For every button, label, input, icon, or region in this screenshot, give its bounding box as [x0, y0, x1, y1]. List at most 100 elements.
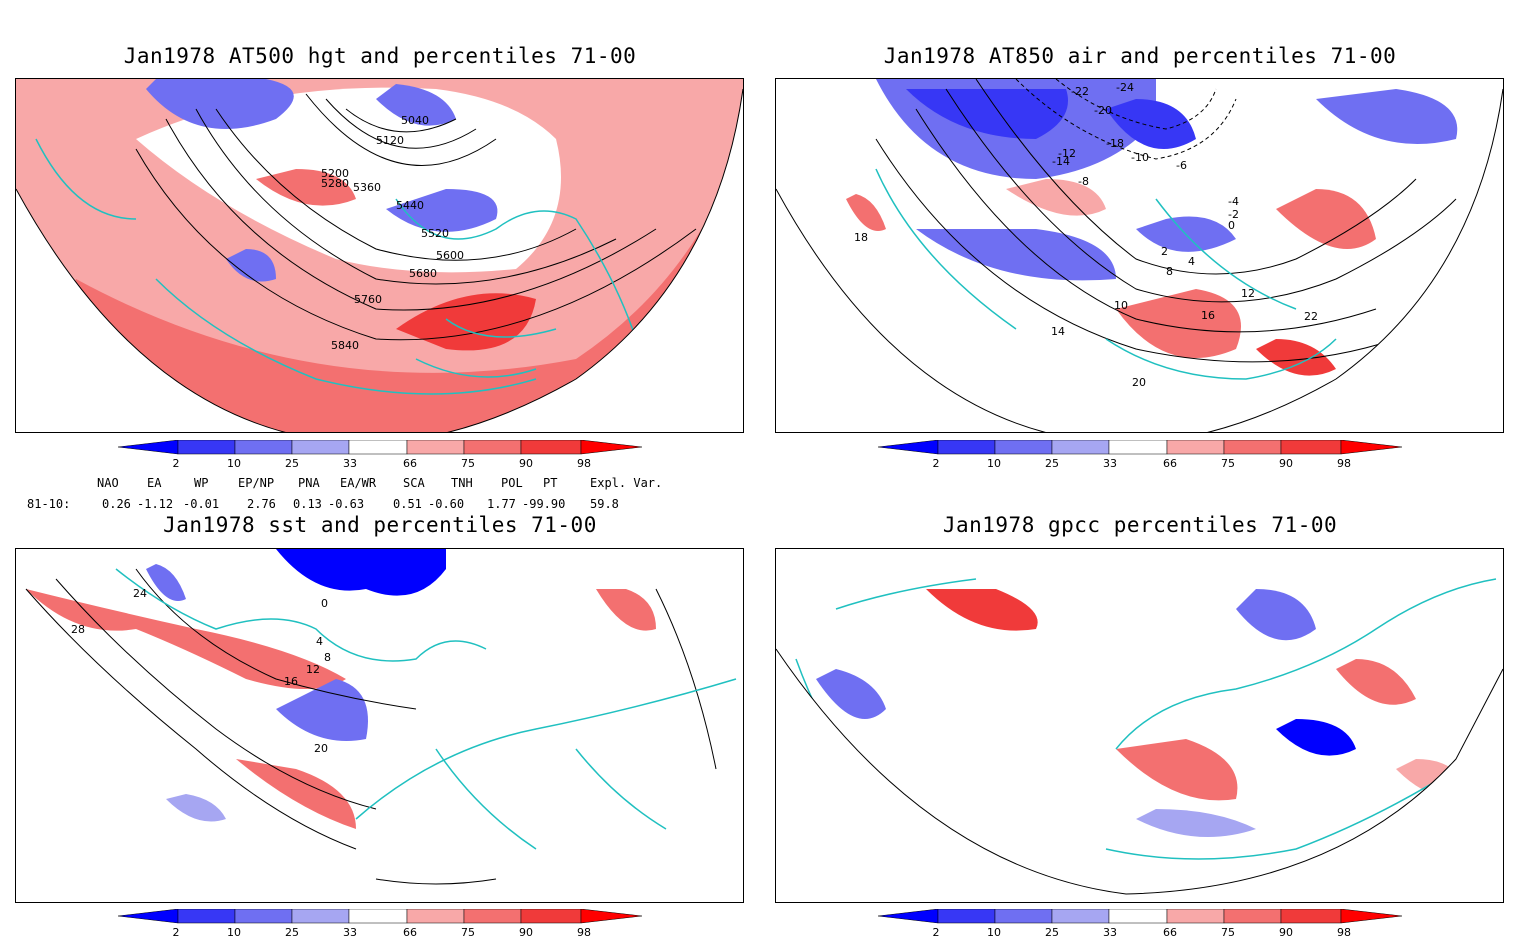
colorbar-label: 66 [403, 926, 417, 939]
index-header: PNA [298, 476, 320, 490]
contour-label: 18 [854, 231, 868, 244]
colorbar-label: 90 [1279, 926, 1293, 939]
map-gpcc [776, 549, 1503, 895]
index-value: 0.26 [102, 497, 131, 511]
contour-label: -22 [1071, 85, 1089, 98]
colorbar-label: 33 [1103, 457, 1117, 470]
colorbar-label: 2 [173, 926, 180, 939]
map-panel-gpcc [775, 548, 1504, 903]
contour-label: -10 [1131, 151, 1149, 164]
colorbar-label: 75 [1221, 457, 1235, 470]
colorbar-label: 2 [933, 457, 940, 470]
colorbar-label: 90 [519, 926, 533, 939]
colorbar-air850: 2 10 25 33 66 75 90 98 [878, 440, 1418, 480]
panel-title-gpcc: Jan1978 gpcc percentiles 71-00 [942, 513, 1338, 537]
contour-label: 4 [1188, 255, 1195, 268]
map-hgt500: 5040 5120 5200 5280 5360 5440 5520 5600 … [16, 79, 743, 432]
colorbar-label: 98 [1337, 457, 1351, 470]
colorbar-label: 75 [461, 457, 475, 470]
contour-label: 5040 [401, 114, 429, 127]
index-value: 59.8 [590, 497, 619, 511]
index-header: PT [543, 476, 558, 490]
index-value: 2.76 [247, 497, 276, 511]
colorbar-label: 66 [403, 457, 417, 470]
colorbar-label: 90 [1279, 457, 1293, 470]
contour-label: -12 [1058, 147, 1076, 160]
colorbar-label: 10 [987, 926, 1001, 939]
map-air850: -24 -22 -20 -18 -14 -12 -10 -8 -6 -4 -2 … [776, 79, 1503, 432]
contour-labels-air850: -24 -22 -20 -18 -14 -12 -10 -8 -6 -4 -2 … [854, 81, 1318, 389]
index-value: -0.60 [428, 497, 465, 511]
map-panel-hgt500: 5040 5120 5200 5280 5360 5440 5520 5600 … [15, 78, 744, 433]
colorbar-label: 98 [577, 926, 591, 939]
colorbar-label: 10 [227, 926, 241, 939]
index-value: -0.63 [328, 497, 365, 511]
contour-label: 5760 [354, 293, 382, 306]
contour-label: -24 [1116, 81, 1134, 94]
contour-label: 5360 [353, 181, 381, 194]
contour-label: 5840 [331, 339, 359, 352]
contour-label: -14 [1052, 155, 1070, 168]
contour-label: 16 [1201, 309, 1215, 322]
contour-label: -4 [1228, 195, 1239, 208]
index-header: EA/WR [340, 476, 377, 490]
colorbar-label: 33 [1103, 926, 1117, 939]
contour-label: -18 [1106, 137, 1124, 150]
contour-label: -20 [1094, 104, 1112, 117]
index-value: 1.77 [487, 497, 516, 511]
contour-label: 0 [1228, 219, 1235, 232]
contour-label: 2 [1161, 245, 1168, 258]
colorbar-label: 75 [461, 926, 475, 939]
map-sst: 28 24 20 16 12 8 4 0 [16, 549, 743, 902]
colorbar-label: 25 [285, 926, 299, 939]
colorbar-gpcc: 2 10 25 33 66 75 90 98 [878, 909, 1418, 940]
colorbar-label: 2 [173, 457, 180, 470]
index-header: NAO [97, 476, 119, 490]
contour-label: 16 [284, 675, 298, 688]
index-value: -0.01 [183, 497, 220, 511]
contour-labels-sst: 28 24 20 16 12 8 4 0 [71, 587, 331, 755]
colorbar-label: 25 [1045, 457, 1059, 470]
colorbar-label: 90 [519, 457, 533, 470]
contour-label: -2 [1228, 208, 1239, 221]
contour-label: 0 [321, 597, 328, 610]
contour-label: 28 [71, 623, 85, 636]
contour-label: 12 [306, 663, 320, 676]
contour-label: 5520 [421, 227, 449, 240]
contour-label: 5200 [321, 167, 349, 180]
contour-label: -6 [1176, 159, 1187, 172]
index-header: POL [501, 476, 523, 490]
panel-title-air850: Jan1978 AT850 air and percentiles 71-00 [883, 44, 1397, 68]
contour-label: 22 [1304, 310, 1318, 323]
colorbar-label: 10 [227, 457, 241, 470]
index-value: -99.90 [522, 497, 566, 511]
contour-label: 10 [1114, 299, 1128, 312]
colorbar-label: 10 [987, 457, 1001, 470]
map-panel-sst: 28 24 20 16 12 8 4 0 [15, 548, 744, 903]
index-value: 0.51 [393, 497, 422, 511]
colorbar-label: 33 [343, 926, 357, 939]
colorbar-label: 66 [1163, 457, 1177, 470]
contour-label: 5280 [321, 177, 349, 190]
contour-label: 5120 [376, 134, 404, 147]
contour-label: 20 [314, 742, 328, 755]
contour-label: 4 [316, 635, 323, 648]
colorbar-label: 2 [933, 926, 940, 939]
contour-labels-hgt500: 5040 5120 5200 5280 5360 5440 5520 5600 … [321, 114, 464, 352]
index-value: -1.12 [137, 497, 174, 511]
index-header: Expl. Var. [590, 476, 663, 490]
contour-label: 12 [1241, 287, 1255, 300]
contour-label: 14 [1051, 325, 1065, 338]
index-header: TNH [451, 476, 473, 490]
colorbar-label: 98 [577, 457, 591, 470]
map-panel-air850: -24 -22 -20 -18 -14 -12 -10 -8 -6 -4 -2 … [775, 78, 1504, 433]
colorbar-label: 25 [285, 457, 299, 470]
index-header: EA [147, 476, 162, 490]
panel-title-sst: Jan1978 sst and percentiles 71-00 [163, 513, 597, 537]
colorbar-label: 33 [343, 457, 357, 470]
index-value: 0.13 [293, 497, 322, 511]
colorbar-label: 75 [1221, 926, 1235, 939]
contour-label: 24 [133, 587, 147, 600]
contour-label: 5440 [396, 199, 424, 212]
contour-label: -8 [1078, 175, 1089, 188]
